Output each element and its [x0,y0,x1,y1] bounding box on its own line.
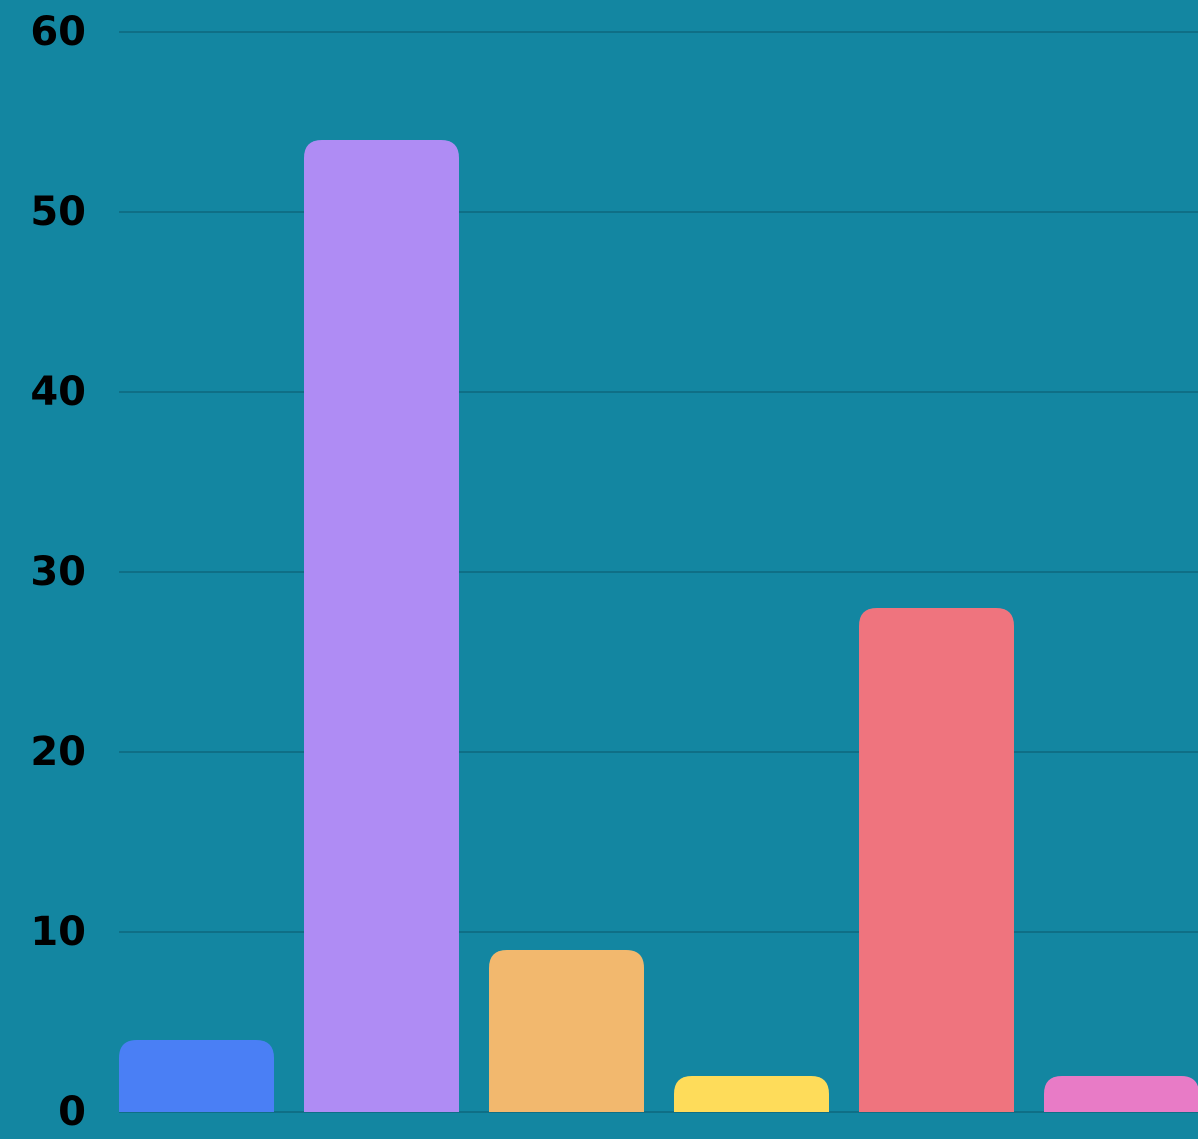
y-tick-label: 40 [30,369,86,415]
y-tick-label: 20 [30,729,86,775]
y-tick-label: 50 [30,189,86,235]
y-tick-label: 0 [58,1089,86,1135]
bar [304,140,459,1112]
bar [119,1040,274,1112]
y-tick-label: 10 [30,909,86,955]
bar [674,1076,829,1112]
bar [489,950,644,1112]
y-tick-label: 30 [30,549,86,595]
bar [1044,1076,1198,1112]
y-tick-label: 60 [30,9,86,55]
bar [859,608,1014,1112]
